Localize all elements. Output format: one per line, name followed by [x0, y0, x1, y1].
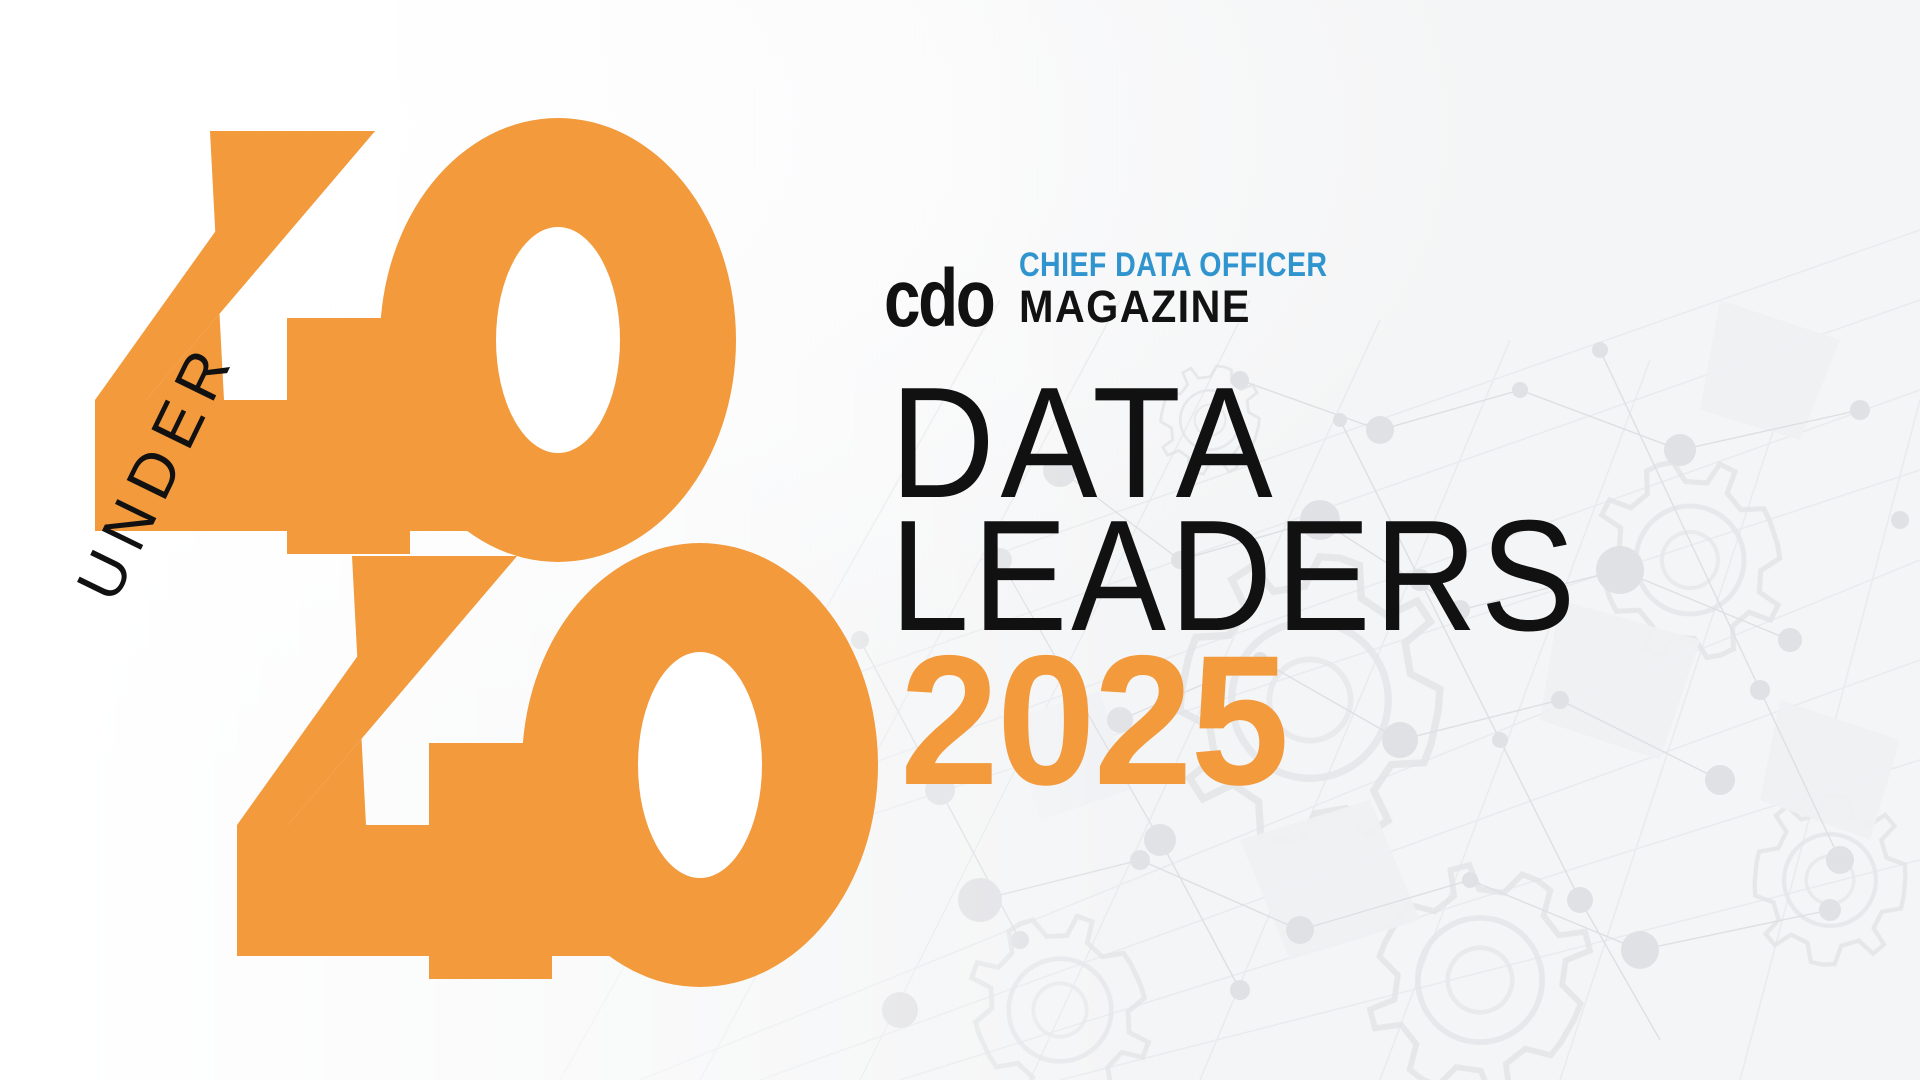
cdo-magazine-logo: cdo CHIEF DATA OFFICER MAGAZINE	[884, 248, 1386, 345]
cdo-logo-text-stack: CHIEF DATA OFFICER MAGAZINE	[1019, 248, 1386, 333]
numeral-four-top	[95, 131, 470, 554]
cdo-tagline: CHIEF DATA OFFICER	[1018, 246, 1328, 284]
headline-leaders: LEADERS	[890, 487, 1580, 664]
numeral-four-bottom	[237, 556, 612, 979]
headline-block: DATA LEADERS 2025	[890, 355, 1890, 824]
forty-under-forty-numerals	[95, 118, 878, 987]
cdo-wordmark: cdo	[884, 253, 996, 345]
numeral-zero-bottom	[522, 543, 878, 987]
numeral-zero-top	[380, 118, 736, 562]
headline-year: 2025	[900, 617, 1289, 824]
cdo-magazine-word: MAGAZINE	[1018, 281, 1251, 332]
headline-data: DATA	[890, 355, 1279, 531]
